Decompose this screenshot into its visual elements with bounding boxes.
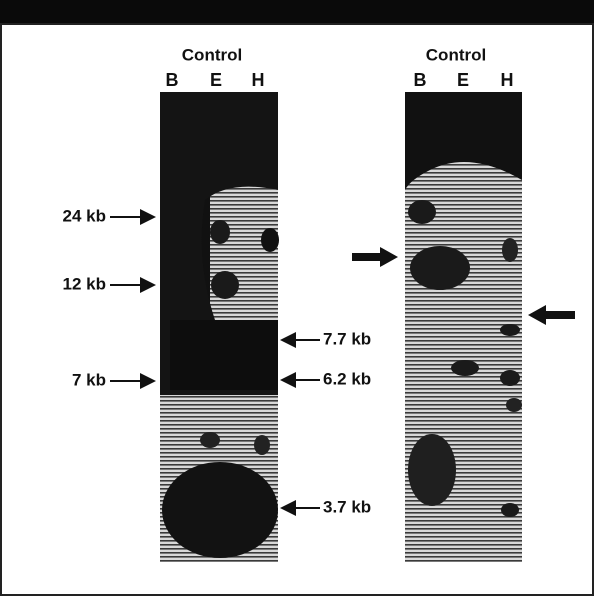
size-marker: 24 kb xyxy=(63,206,106,225)
size-marker: 12 kb xyxy=(63,274,106,293)
lane-label: E xyxy=(210,70,222,90)
panel-label: Control xyxy=(182,45,242,64)
gel-right xyxy=(405,92,522,562)
size-marker: 6.2 kb xyxy=(323,369,371,388)
size-marker: 7 kb xyxy=(72,370,106,389)
lane-label: E xyxy=(457,70,469,90)
lane-label: B xyxy=(414,70,427,90)
lane-label: B xyxy=(166,70,179,90)
lane-label: H xyxy=(501,70,514,90)
top-band xyxy=(0,0,594,24)
size-marker: 3.7 kb xyxy=(323,497,371,516)
size-marker: 7.7 kb xyxy=(323,329,371,348)
gel-left xyxy=(160,92,279,562)
frame xyxy=(0,23,594,596)
panel-label: Control xyxy=(426,45,486,64)
band-arrow xyxy=(352,247,398,267)
lane-label: H xyxy=(252,70,265,90)
band-arrow xyxy=(528,305,575,325)
